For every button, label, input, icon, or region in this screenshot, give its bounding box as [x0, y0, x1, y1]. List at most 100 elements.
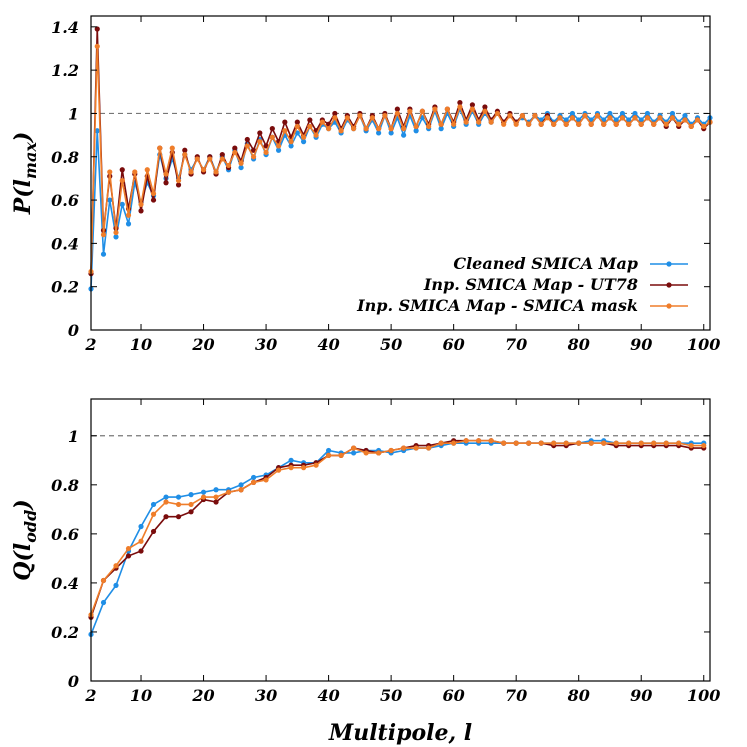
data-point — [582, 113, 588, 119]
x-tick-label: 60 — [443, 686, 465, 705]
data-point — [163, 494, 169, 500]
data-point — [413, 123, 419, 130]
data-point — [232, 145, 238, 151]
x-tick-label: 80 — [567, 335, 590, 354]
data-point — [569, 115, 576, 121]
data-point — [644, 115, 651, 121]
data-point — [307, 117, 313, 123]
data-point — [275, 467, 282, 473]
data-point — [94, 43, 100, 49]
data-point — [619, 115, 626, 121]
data-point — [113, 229, 119, 236]
data-point — [401, 132, 407, 138]
data-point — [250, 479, 257, 485]
data-point — [501, 121, 507, 127]
data-point — [300, 139, 307, 145]
data-point — [238, 482, 244, 488]
data-point — [244, 143, 250, 149]
data-point — [200, 494, 207, 500]
data-point — [319, 119, 325, 125]
data-point — [601, 121, 607, 127]
data-point — [244, 136, 250, 143]
data-point — [200, 167, 207, 173]
data-point — [463, 438, 469, 444]
data-point — [401, 126, 407, 132]
x-tick-label: 10 — [130, 335, 152, 354]
series-line-0 — [90, 439, 704, 635]
data-point — [182, 151, 188, 158]
data-point — [388, 126, 394, 132]
data-point — [401, 445, 407, 451]
data-point — [663, 440, 669, 446]
data-point — [676, 121, 682, 127]
x-tick-label: 100 — [687, 686, 720, 705]
data-point — [682, 117, 688, 123]
x-tick-label: 40 — [317, 335, 339, 354]
data-point — [651, 121, 657, 127]
y-tick-label: 0.8 — [51, 148, 79, 167]
data-point — [426, 123, 432, 130]
data-point — [225, 162, 232, 169]
data-point — [188, 169, 194, 175]
data-point — [669, 115, 676, 121]
data-point — [376, 450, 382, 456]
data-point — [213, 499, 219, 505]
data-point — [488, 438, 494, 444]
data-point — [613, 117, 619, 123]
data-point — [138, 201, 144, 207]
y-tick-label: 0.2 — [51, 623, 79, 642]
x-tick-label: 40 — [317, 686, 339, 705]
data-point — [332, 110, 338, 117]
data-point — [351, 450, 357, 456]
legend-label-1: Inp. SMICA Map - UT78 — [423, 275, 638, 294]
data-point — [626, 440, 632, 446]
y-tick-label: 0 — [68, 672, 79, 691]
data-point — [438, 440, 444, 446]
data-point — [150, 528, 157, 535]
data-point — [376, 130, 382, 136]
legend-label-2: Inp. SMICA Map - SMICA mask — [356, 296, 638, 315]
data-point — [701, 123, 707, 130]
y-axis-label: P(lmax) — [10, 132, 40, 216]
data-point — [601, 440, 607, 446]
data-point — [419, 108, 425, 114]
data-point — [100, 577, 107, 584]
data-point — [125, 545, 132, 552]
data-point — [632, 110, 638, 117]
data-point — [188, 501, 194, 508]
data-point — [257, 139, 263, 145]
data-point — [300, 465, 307, 471]
data-point — [313, 132, 319, 138]
data-point — [326, 447, 332, 454]
series-line-1 — [90, 439, 704, 618]
data-point — [100, 251, 107, 257]
data-point — [638, 440, 644, 446]
data-point — [113, 582, 119, 588]
y-tick-label: 1.2 — [51, 61, 79, 80]
data-point — [119, 177, 125, 184]
x-tick-label: 20 — [191, 686, 214, 705]
data-point — [94, 128, 100, 134]
data-point — [307, 123, 313, 130]
x-tick-label: 2 — [84, 335, 96, 354]
data-point — [488, 119, 494, 125]
data-point — [150, 501, 157, 508]
data-point — [469, 102, 475, 108]
data-point — [213, 494, 219, 500]
data-point — [288, 143, 294, 149]
data-point — [376, 126, 382, 132]
series-line-2 — [90, 45, 711, 272]
y-axis-label: Q(lodd) — [10, 499, 40, 580]
data-point — [169, 145, 175, 151]
data-point — [482, 108, 488, 114]
data-point — [501, 440, 507, 446]
data-point — [257, 130, 263, 136]
bottom-panel: 2 10 20 30 40 50 60 70 80 90 100 0 0.2 0.4 0.6 0.8 1 Q(lo… — [10, 398, 720, 746]
data-point — [594, 113, 601, 119]
data-point — [476, 438, 482, 444]
y-tick-label: 0.4 — [51, 574, 79, 593]
data-point — [413, 445, 419, 451]
data-point — [688, 442, 694, 449]
data-point — [250, 154, 257, 160]
data-point — [100, 232, 107, 238]
